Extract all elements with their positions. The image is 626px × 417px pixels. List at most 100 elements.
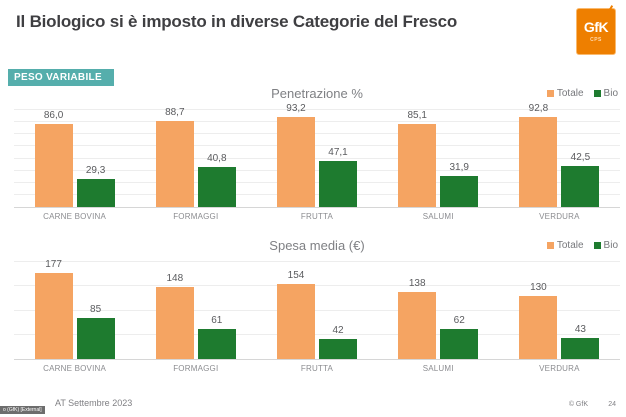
bar-bio (319, 161, 357, 207)
bar-totale (519, 295, 558, 359)
logo-subtext: CPS (590, 37, 602, 43)
bar-value-label: 148 (166, 273, 184, 285)
bar-column: 92,8 (519, 103, 558, 207)
bar-column: 61 (197, 262, 236, 359)
bar-value-label: 154 (287, 270, 305, 282)
legend: Totale Bio (546, 240, 618, 251)
bar-bio (561, 338, 600, 359)
bar-column: 47,1 (319, 110, 357, 207)
gridline (14, 181, 620, 183)
bar-value-label: 130 (530, 281, 547, 293)
bar-value-label: 43 (574, 324, 586, 336)
bar-column: 29,3 (76, 110, 115, 207)
category-label: FRUTTA (300, 211, 334, 221)
bar-column: 148 (155, 262, 194, 359)
chart-penetrazione: Penetrazione % Totale Bio 86,0 29,3 88,7 40,… (14, 86, 620, 224)
bar-totale (277, 284, 315, 359)
chart-spesa-media: Spesa media (€) Totale Bio 177 85 148 61 154 4… (14, 238, 620, 376)
bar-group: 93,2 47,1 (256, 103, 377, 207)
bar-bio (440, 328, 479, 359)
bar-column: 85 (76, 262, 115, 359)
bar-value-label: 88,7 (165, 106, 185, 118)
bar-value-label: 86,0 (43, 109, 64, 121)
bar-group: 92,8 42,5 (499, 103, 620, 207)
chart-title: Spesa media (€) (269, 238, 365, 253)
legend-label: Totale (556, 88, 584, 99)
legend-swatch (546, 90, 554, 97)
bar-bio (561, 165, 600, 207)
bar-bio (197, 329, 236, 359)
bar-column: 86,0 (34, 109, 73, 207)
category-label: VERDURA (539, 363, 580, 373)
bar-column: 62 (440, 262, 479, 359)
gridline (14, 109, 620, 110)
bar-bio (319, 338, 357, 359)
plot-area: 86,0 29,3 88,7 40,8 93,2 47,1 85,1 31,9 92,8 42,5 (14, 103, 620, 208)
gfk-logo: GfK CPS (576, 5, 616, 55)
category-label: FORMAGGI (173, 211, 219, 221)
bar-column: 154 (277, 262, 315, 359)
gridline (14, 193, 620, 195)
bar-group: 138 62 (378, 262, 499, 359)
legend-item-totale: Totale (546, 240, 584, 251)
bar-bio (440, 176, 479, 207)
bar-totale (155, 287, 194, 359)
bar-value-label: 47,1 (328, 147, 348, 159)
legend-swatch (546, 242, 554, 249)
legend-swatch (593, 90, 601, 97)
bar-value-label: 42 (332, 324, 344, 336)
legend-label: Bio (603, 240, 618, 251)
bar-bio (76, 317, 115, 359)
bar-value-label: 31,9 (449, 162, 469, 174)
bar-value-label: 92,8 (528, 102, 549, 114)
gridline (14, 157, 620, 159)
bar-column: 31,9 (440, 110, 479, 207)
bar-value-label: 85 (90, 303, 102, 315)
gridline (14, 333, 620, 335)
bar-group: 154 42 (256, 262, 377, 359)
bar-column: 42,5 (561, 110, 600, 207)
logo-text: GfK (583, 19, 609, 35)
bar-value-label: 61 (211, 315, 223, 327)
bar-group: 130 43 (499, 262, 620, 359)
legend-swatch (593, 242, 601, 249)
legend-label: Bio (603, 88, 618, 99)
gridline (14, 169, 620, 171)
bar-group: 148 61 (135, 262, 256, 359)
bar-column: 42 (319, 262, 357, 359)
bar-group: 88,7 40,8 (135, 106, 256, 207)
category-label: FRUTTA (300, 363, 334, 373)
category-labels: CARNE BOVINA FORMAGGI FRUTTA SALUMI VERDURA (14, 360, 620, 376)
bar-totale (398, 292, 437, 359)
bar-totale (519, 116, 558, 207)
legend: Totale Bio (546, 88, 618, 99)
bar-totale (398, 124, 437, 207)
gridline (14, 309, 620, 311)
category-label: VERDURA (539, 211, 580, 221)
legend-item-bio: Bio (593, 240, 618, 251)
bar-bio (197, 167, 236, 207)
chart-title: Penetrazione % (271, 86, 363, 101)
category-label: CARNE BOVINA (43, 211, 107, 221)
bar-column: 88,7 (155, 106, 194, 207)
bar-column: 40,8 (197, 110, 236, 207)
gridline (14, 145, 620, 147)
legend-item-totale: Totale (546, 88, 584, 99)
plot-area: 177 85 148 61 154 42 138 62 130 43 (14, 259, 620, 360)
classification-tag: o (GfK) [External] (0, 406, 45, 414)
chart-header: Penetrazione % Totale Bio (14, 86, 620, 105)
legend-label: Totale (556, 240, 584, 251)
bar-value-label: 62 (453, 314, 465, 326)
bar-value-label: 93,2 (286, 102, 306, 114)
bar-totale (34, 273, 73, 359)
category-label: SALUMI (422, 363, 454, 373)
bar-value-label: 138 (408, 278, 426, 290)
bar-column: 177 (34, 259, 73, 359)
bar-value-label: 177 (45, 259, 62, 271)
bar-group: 85,1 31,9 (378, 110, 499, 207)
bar-column: 130 (519, 262, 558, 359)
bar-column: 85,1 (398, 110, 437, 207)
bar-value-label: 42,5 (570, 151, 591, 163)
peso-variabile-badge: PESO VARIABILE (8, 69, 114, 86)
bar-column: 138 (398, 262, 437, 359)
